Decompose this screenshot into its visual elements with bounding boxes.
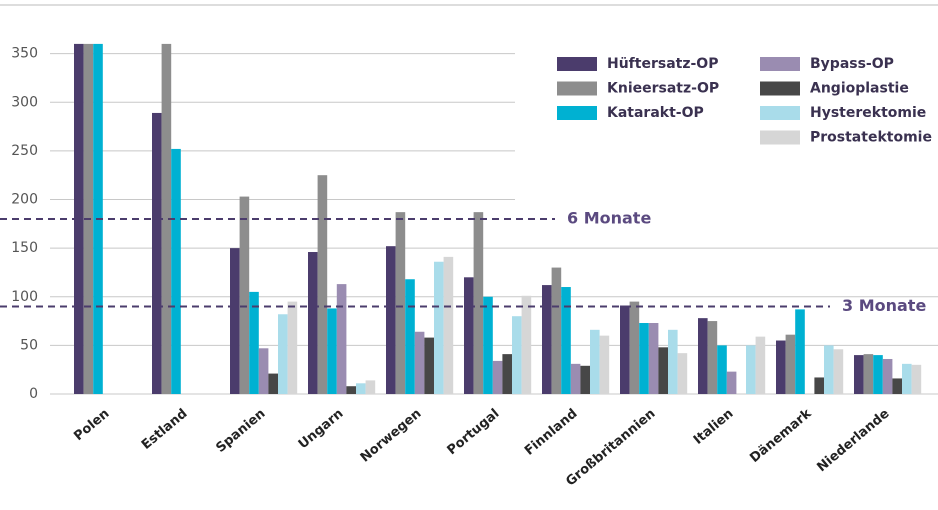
x-tick-label: Dänemark [747, 406, 814, 466]
legend-label: Knieersatz-OP [607, 81, 719, 97]
bar [424, 337, 434, 394]
bar [249, 291, 259, 394]
bar [580, 365, 590, 394]
bar [873, 355, 883, 394]
bar [492, 360, 503, 394]
bar [336, 284, 347, 394]
bar [698, 318, 708, 394]
bar [230, 248, 240, 394]
bar [785, 334, 796, 394]
legend-swatch [760, 106, 800, 120]
bar [414, 331, 425, 394]
x-tick-label: Niederlande [814, 406, 892, 475]
legend-swatch [760, 81, 800, 96]
bar [502, 354, 512, 394]
bar [161, 43, 172, 395]
bar [473, 212, 484, 394]
bar [434, 261, 444, 394]
bar [902, 363, 912, 394]
bar [677, 353, 688, 394]
bar [356, 383, 366, 394]
bar [386, 246, 396, 394]
legend-label: Angioplastie [810, 81, 909, 97]
bar [483, 296, 493, 394]
bar [854, 355, 864, 394]
bar [648, 323, 659, 394]
bar [776, 340, 786, 394]
bar [892, 378, 902, 394]
bar [239, 196, 250, 394]
bar [629, 301, 640, 394]
legend-swatch [557, 57, 597, 71]
x-tick-label: Estland [139, 406, 190, 453]
bar [287, 301, 298, 394]
legend-label: Prostatektomie [810, 130, 932, 146]
bar [561, 287, 571, 394]
y-tick-label: 350 [11, 46, 38, 62]
bar [707, 321, 718, 394]
legend-label: Katarakt-OP [607, 105, 704, 121]
bar [599, 335, 610, 394]
x-tick-label: Portugal [445, 406, 503, 458]
bar [911, 364, 922, 394]
x-tick-label: Finnland [522, 406, 580, 458]
bar [365, 380, 376, 394]
bar [464, 277, 474, 394]
bar [405, 279, 415, 394]
bar [152, 112, 162, 394]
legend-label: Hysterektomie [810, 105, 926, 121]
y-tick-label: 250 [11, 143, 38, 159]
x-tick-label: Ungarn [296, 406, 347, 452]
legend-swatch [557, 106, 597, 120]
bar [746, 345, 756, 394]
reference-label: 3 Monate [842, 296, 926, 315]
bar [639, 323, 649, 394]
bar [795, 309, 805, 394]
bar [882, 358, 893, 394]
bar [308, 252, 318, 394]
bar [443, 256, 454, 394]
y-tick-label: 150 [11, 240, 38, 256]
y-tick-label: 200 [11, 192, 38, 208]
bar [668, 329, 678, 394]
bar [590, 329, 600, 394]
legend-label: Bypass-OP [810, 56, 894, 72]
x-tick-label: Spanien [213, 406, 268, 456]
reference-label: 6 Monate [567, 208, 651, 227]
bar [512, 316, 522, 394]
bar [327, 308, 337, 394]
legend-swatch [760, 57, 800, 71]
bar [395, 212, 406, 394]
bar [551, 267, 562, 394]
bar [658, 347, 668, 394]
bar [521, 295, 532, 394]
legend-label: Hüftersatz-OP [607, 56, 718, 72]
x-tick-label: Polen [71, 406, 112, 444]
legend-swatch [760, 130, 800, 145]
y-tick-label: 0 [29, 386, 38, 402]
bar [717, 345, 727, 394]
bar [258, 348, 269, 394]
y-tick-label: 100 [11, 289, 38, 305]
bar [620, 305, 630, 394]
bar [755, 336, 766, 394]
bar [171, 148, 181, 394]
bar [570, 363, 581, 394]
x-tick-label: Norwegen [358, 406, 425, 465]
bar [268, 373, 278, 394]
x-tick-label: Italien [691, 406, 737, 448]
bar [726, 371, 737, 394]
bar [814, 377, 824, 394]
bar [278, 314, 288, 394]
legend-swatch [557, 81, 597, 96]
y-tick-label: 300 [11, 94, 38, 110]
bar [346, 386, 356, 394]
bar [824, 345, 834, 394]
bar [542, 285, 552, 394]
bar [863, 354, 874, 394]
bar [317, 175, 328, 394]
y-tick-label: 50 [20, 337, 38, 353]
bar [833, 349, 844, 394]
